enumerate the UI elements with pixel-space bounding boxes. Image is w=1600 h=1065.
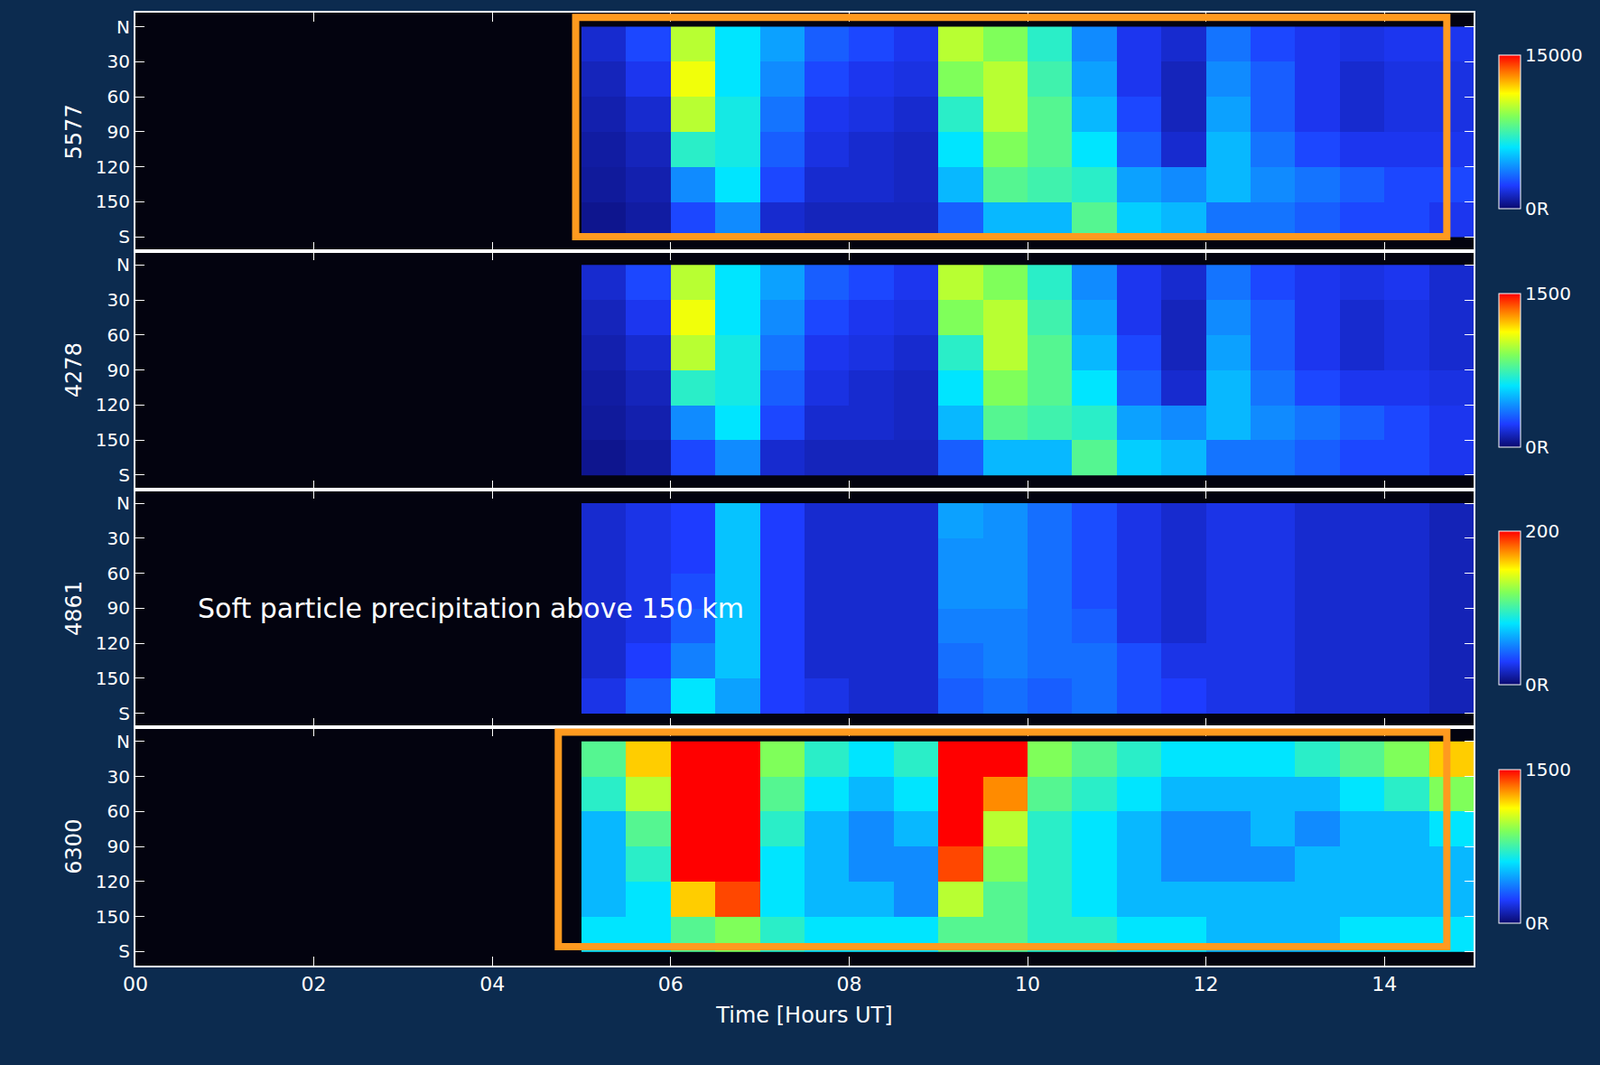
svg-text:5577: 5577 xyxy=(61,103,87,159)
svg-text:90: 90 xyxy=(107,120,131,143)
svg-text:0R: 0R xyxy=(1525,673,1550,696)
svg-text:4278: 4278 xyxy=(61,342,87,398)
svg-text:6300: 6300 xyxy=(61,818,87,875)
svg-text:120: 120 xyxy=(95,632,131,654)
svg-text:N: N xyxy=(116,492,131,514)
svg-text:1500: 1500 xyxy=(1525,282,1572,305)
svg-text:14: 14 xyxy=(1371,972,1397,996)
svg-text:120: 120 xyxy=(95,393,131,416)
svg-text:00: 00 xyxy=(122,972,149,996)
svg-text:120: 120 xyxy=(95,870,131,893)
svg-text:02: 02 xyxy=(301,972,327,996)
svg-text:N: N xyxy=(116,253,131,276)
svg-text:30: 30 xyxy=(107,527,131,549)
svg-text:0R: 0R xyxy=(1525,436,1550,458)
svg-text:0R: 0R xyxy=(1525,197,1550,220)
svg-text:150: 150 xyxy=(95,905,131,928)
svg-text:150: 150 xyxy=(95,428,131,451)
svg-text:60: 60 xyxy=(107,800,131,822)
svg-text:30: 30 xyxy=(107,765,131,788)
svg-text:04: 04 xyxy=(479,972,505,996)
svg-text:60: 60 xyxy=(107,562,131,585)
svg-text:Soft particle precipitation ab: Soft particle precipitation above 150 km xyxy=(197,592,745,624)
svg-text:4861: 4861 xyxy=(61,580,87,636)
svg-text:1500: 1500 xyxy=(1525,758,1572,781)
svg-text:90: 90 xyxy=(107,596,131,619)
svg-text:120: 120 xyxy=(95,156,131,178)
svg-text:12: 12 xyxy=(1193,972,1219,996)
svg-text:S: S xyxy=(118,939,131,962)
svg-text:S: S xyxy=(118,225,131,248)
svg-text:10: 10 xyxy=(1014,972,1041,996)
svg-text:Time [Hours UT]: Time [Hours UT] xyxy=(715,1002,893,1028)
svg-text:60: 60 xyxy=(107,324,131,346)
svg-text:S: S xyxy=(118,464,131,486)
svg-text:200: 200 xyxy=(1525,520,1560,542)
svg-text:90: 90 xyxy=(107,359,131,382)
svg-text:90: 90 xyxy=(107,835,131,857)
svg-text:150: 150 xyxy=(95,190,131,213)
svg-text:S: S xyxy=(118,702,131,725)
svg-text:06: 06 xyxy=(658,972,684,996)
svg-text:60: 60 xyxy=(107,85,131,108)
svg-text:30: 30 xyxy=(107,50,131,73)
svg-text:0R: 0R xyxy=(1525,911,1550,934)
svg-text:30: 30 xyxy=(107,288,131,311)
svg-text:N: N xyxy=(116,730,131,753)
svg-text:08: 08 xyxy=(836,972,862,996)
svg-text:150: 150 xyxy=(95,667,131,689)
svg-text:15000: 15000 xyxy=(1525,44,1583,66)
svg-text:N: N xyxy=(116,16,131,38)
